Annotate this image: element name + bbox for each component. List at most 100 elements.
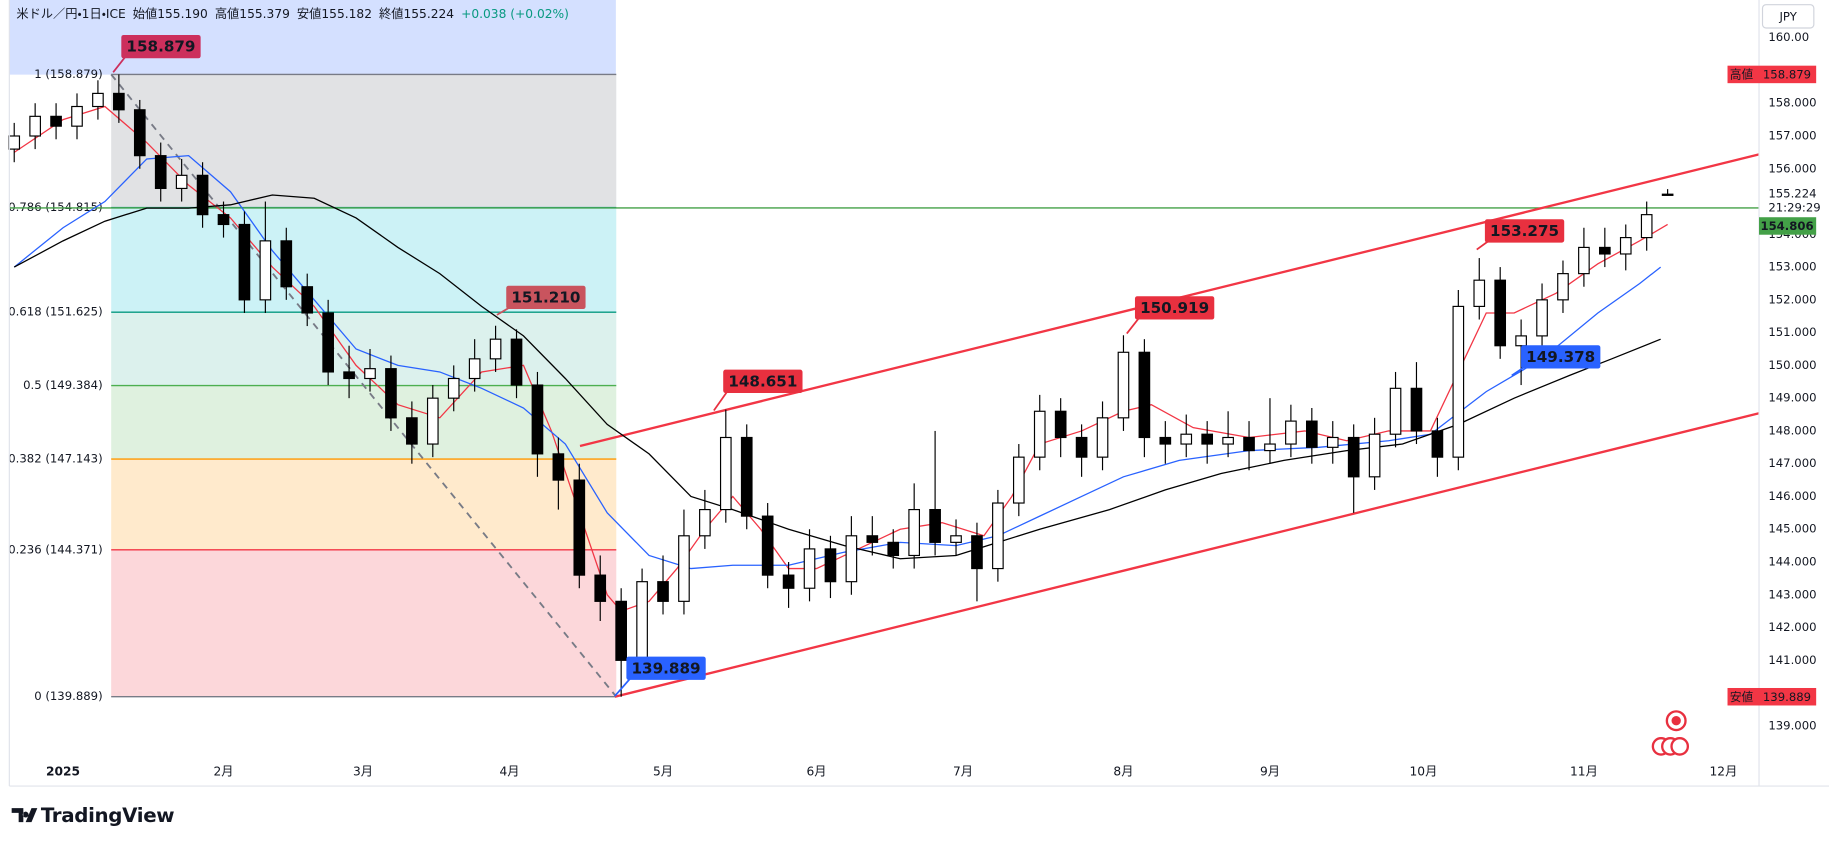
callout-label: 151.210 xyxy=(511,288,580,306)
fib-label: 0.5 (149.384) xyxy=(23,378,103,392)
candle-body xyxy=(1599,246,1611,255)
y-tick-label: 150.000 xyxy=(1768,358,1816,372)
candle-body xyxy=(1347,436,1360,478)
x-tick-label: 10月 xyxy=(1410,765,1438,779)
currency-button-box[interactable] xyxy=(1761,4,1815,29)
callout-box xyxy=(1484,219,1565,243)
x-tick-label: 2025 xyxy=(46,765,80,779)
candle-body xyxy=(154,155,167,190)
x-tick-label: 11月 xyxy=(1570,765,1598,779)
x-tick-label: 6月 xyxy=(806,765,826,779)
candle-body xyxy=(657,581,669,602)
candle-body xyxy=(678,535,690,602)
candle-body xyxy=(238,223,251,301)
candle-body xyxy=(489,338,502,360)
callout-label: 139.889 xyxy=(632,659,701,677)
candle-body xyxy=(1494,279,1507,347)
field-label: 安値 xyxy=(297,5,321,20)
callout-box xyxy=(121,34,201,59)
candle-body xyxy=(1012,456,1025,504)
callout-label: 158.879 xyxy=(126,38,195,56)
candle-body xyxy=(761,515,774,576)
candle-body xyxy=(322,312,334,373)
callout-label: 150.919 xyxy=(1140,299,1209,317)
candle-body xyxy=(1180,433,1193,445)
field-value: 155.379 xyxy=(239,6,290,20)
candle-body xyxy=(447,377,460,399)
header: 米ドル／円・1日・ICE 始値155.190 高値155.379 安値155.182 終… xyxy=(16,5,569,20)
candle-body xyxy=(1640,214,1653,239)
callout-pointer xyxy=(112,55,127,73)
candle-body xyxy=(845,535,858,583)
field-value: 155.182 xyxy=(321,6,372,20)
candle-body xyxy=(113,92,125,111)
logo: TradingView xyxy=(11,804,175,827)
candle-body xyxy=(510,338,523,386)
fib-label: 1 (158.879) xyxy=(34,67,102,81)
candle-body xyxy=(1305,420,1318,448)
callout-pointer xyxy=(713,390,729,412)
marker-box xyxy=(1727,687,1817,706)
candle-body xyxy=(1473,279,1486,307)
event-icons[interactable] xyxy=(1651,710,1690,756)
marker-label: 高値 xyxy=(1730,68,1754,82)
candle-body xyxy=(887,541,900,557)
candle-body xyxy=(1075,436,1088,458)
candle-body xyxy=(196,174,209,216)
candle-body xyxy=(343,371,355,380)
currency-label[interactable]: JPY xyxy=(1779,9,1798,23)
callout-box xyxy=(723,369,803,394)
candle-body xyxy=(1410,387,1423,432)
event-icon[interactable] xyxy=(1670,737,1690,756)
candle-body xyxy=(1368,433,1381,478)
callout-label: 153.275 xyxy=(1490,222,1559,240)
y-tick-label: 142.000 xyxy=(1768,620,1816,634)
candle-body xyxy=(1285,420,1297,445)
x-tick-label: 5月 xyxy=(653,765,673,779)
y-tick-label: 156.000 xyxy=(1768,161,1816,175)
candle-body xyxy=(8,135,21,150)
field-value: 155.224 xyxy=(403,6,454,20)
countdown: 21:29:29 xyxy=(1768,201,1820,215)
x-tick-label: 8月 xyxy=(1113,765,1133,779)
candle-body xyxy=(1138,351,1151,439)
callout-label: 149.378 xyxy=(1526,348,1595,366)
candle-body xyxy=(803,548,816,589)
candle-body xyxy=(217,214,230,226)
candle-body xyxy=(719,436,732,511)
y-tick-label: 157.000 xyxy=(1768,128,1816,142)
candle-body xyxy=(1452,305,1465,458)
candle-body xyxy=(1054,410,1067,439)
marker-value: 139.889 xyxy=(1763,690,1811,704)
y-tick-label: 139.000 xyxy=(1768,718,1816,732)
candle-body xyxy=(1515,335,1527,347)
callout-box xyxy=(506,285,586,310)
candle-body xyxy=(1619,237,1632,255)
x-tick-label: 4月 xyxy=(500,765,520,779)
fib-label: 0.382 (147.143) xyxy=(8,452,102,466)
logo-icon xyxy=(11,808,38,823)
candle-body xyxy=(1033,410,1046,458)
candle-body xyxy=(1264,443,1276,452)
y-tick-label: 153.000 xyxy=(1768,260,1816,274)
candle-body xyxy=(406,417,418,445)
callout-box xyxy=(1521,345,1601,369)
y-tick-label: 145.000 xyxy=(1768,522,1816,536)
field-label: 始値 xyxy=(133,5,157,20)
candle-body xyxy=(782,574,795,589)
callout-pointer xyxy=(1126,316,1141,335)
marker-box xyxy=(1727,65,1817,84)
y-tick-label: 151.000 xyxy=(1768,325,1816,339)
y-tick-label: 160.00 xyxy=(1768,30,1809,44)
symbol: 米ドル／円・1日・ICE xyxy=(16,6,125,20)
highlight-zone xyxy=(9,0,616,75)
moving-average xyxy=(13,194,1661,560)
plot-area: 1 (158.879) 0.786 (154.815) 0.618 (151.625… xyxy=(8,34,1760,703)
fib-trend xyxy=(110,73,618,698)
candle-body xyxy=(1096,417,1109,458)
candle-body xyxy=(175,174,188,190)
currency-button[interactable]: JPY xyxy=(1761,4,1815,29)
candle-body xyxy=(636,581,648,661)
